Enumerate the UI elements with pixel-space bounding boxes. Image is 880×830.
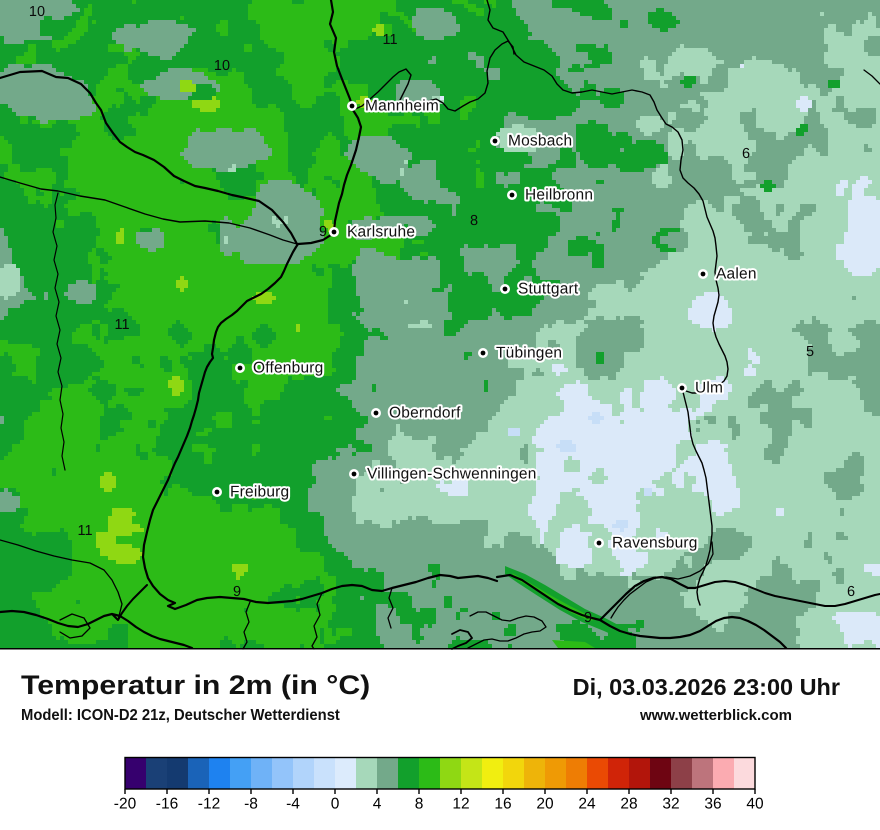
svg-text:5: 5	[806, 344, 814, 360]
svg-text:6: 6	[847, 584, 855, 600]
svg-text:40: 40	[746, 796, 764, 813]
svg-text:28: 28	[620, 796, 637, 813]
svg-text:Aalen: Aalen	[716, 266, 757, 283]
svg-text:Freiburg: Freiburg	[230, 484, 289, 501]
svg-text:12: 12	[452, 796, 469, 813]
svg-text:-20: -20	[114, 796, 137, 813]
svg-text:11: 11	[114, 317, 129, 333]
svg-text:Oberndorf: Oberndorf	[389, 405, 461, 422]
svg-text:10: 10	[29, 4, 45, 20]
svg-text:Tübingen: Tübingen	[496, 345, 562, 362]
svg-text:8: 8	[415, 796, 424, 813]
svg-text:-12: -12	[198, 796, 220, 813]
svg-text:20: 20	[536, 796, 554, 813]
svg-text:9: 9	[584, 610, 592, 626]
svg-text:Karlsruhe: Karlsruhe	[347, 224, 415, 241]
svg-text:Heilbronn: Heilbronn	[525, 187, 593, 204]
svg-text:Villingen-Schwenningen: Villingen-Schwenningen	[367, 466, 537, 483]
svg-text:0: 0	[331, 796, 340, 813]
svg-text:9: 9	[319, 224, 327, 240]
svg-text:-8: -8	[244, 796, 258, 813]
svg-text:6: 6	[742, 146, 750, 162]
svg-text:Ulm: Ulm	[695, 380, 723, 397]
svg-text:Ravensburg: Ravensburg	[612, 535, 698, 552]
svg-text:8: 8	[470, 213, 478, 229]
svg-text:24: 24	[578, 796, 596, 813]
svg-text:-4: -4	[286, 796, 300, 813]
svg-text:Mannheim: Mannheim	[365, 98, 439, 115]
svg-text:11: 11	[77, 523, 92, 539]
svg-text:4: 4	[373, 796, 382, 813]
svg-text:36: 36	[704, 796, 721, 813]
svg-text:11: 11	[382, 32, 397, 48]
svg-text:10: 10	[214, 58, 230, 74]
svg-text:16: 16	[494, 796, 511, 813]
svg-text:-16: -16	[156, 796, 178, 813]
svg-text:Offenburg: Offenburg	[253, 360, 323, 377]
svg-text:Mosbach: Mosbach	[508, 133, 572, 150]
svg-text:32: 32	[662, 796, 679, 813]
svg-text:9: 9	[233, 584, 241, 600]
svg-text:Stuttgart: Stuttgart	[518, 281, 579, 298]
